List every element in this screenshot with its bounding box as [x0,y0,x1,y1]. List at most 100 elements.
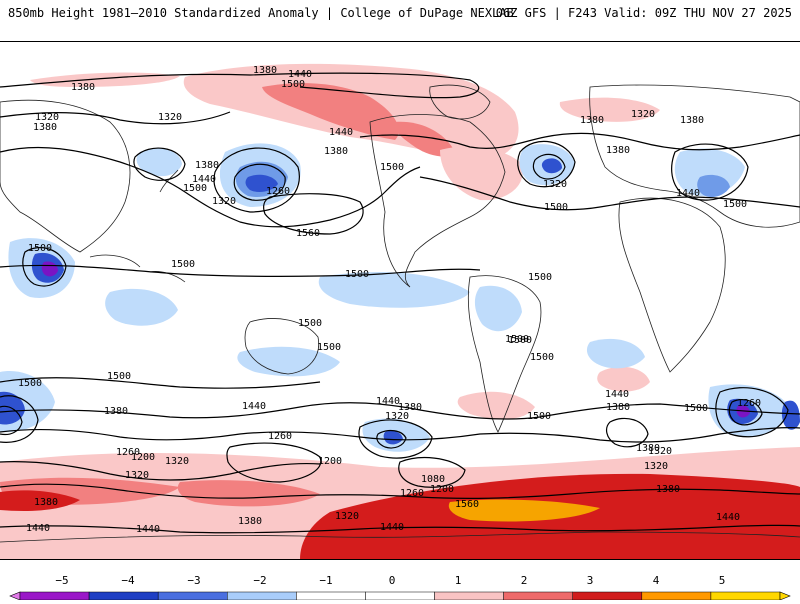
contour-south-1320 [0,483,800,500]
eurasia-coast [589,84,800,228]
anomaly-neg-s-pacific [237,346,340,377]
contour-label: 1380 [606,145,630,156]
contour-south-ring-pacific-inner [376,429,407,449]
contour-south-ring-pacific [358,419,433,459]
contour-label: 1440 [242,401,266,412]
contour-label: 1380 [33,122,57,133]
contour-label: 1320 [125,470,149,481]
contour-label: 1320 [35,112,59,123]
contour-label: 1380 [398,402,422,413]
contour-label: 1200 [131,452,155,463]
colorbar-tick-label: 0 [389,574,396,587]
header: 850mb Height 1981–2010 Standardized Anom… [0,0,800,40]
contour-label: 1320 [631,109,655,120]
contour-label: 1260 [268,431,292,442]
contour-label: 1380 [104,406,128,417]
contour-label: 1380 [238,516,262,527]
map-title: 850mb Height 1981–2010 Standardized Anom… [8,6,514,20]
colorbar-tick-label: 4 [653,574,660,587]
anomaly-pos-atlantic [559,97,660,122]
colorbar-canvas: −5 −4 −3 −2 −1 0 1 2 3 4 5 [9,574,791,601]
contour-label: 1500 [527,411,551,422]
contour-s-ring-east-inner [728,399,763,426]
colorbar-tick-label: 1 [455,574,462,587]
anomaly-pos-west-strong [0,490,80,511]
contour-label: 1440 [676,188,700,199]
contour-label: 1320 [165,456,189,467]
colorbar-swatch [88,591,159,601]
contour-label: 1260 [116,447,140,458]
contour-label: 1380 [34,497,58,508]
anomaly-pos-central-strip [177,480,320,507]
anomaly-neg-n-atlantic-core [541,158,562,174]
colorbar-swatch [19,591,90,601]
contour-s-ring-west [0,395,39,443]
colorbar-swatch [157,591,228,601]
contour-label: 1440 [136,524,160,535]
contour-label: 1500 [28,243,52,254]
contour-label: 1500 [317,342,341,353]
contour-north-mid-1500 [419,176,800,211]
map-canvas: 1380 144015001380132013801320138015001440… [0,63,800,559]
contour-south-1440 [0,402,800,420]
contour-label: 1380 [324,146,348,157]
contour-label-group: 1380 144015001380132013801320138015001440… [18,65,761,535]
contour-label: 1500 [723,199,747,210]
contour-label: 1500 [508,335,532,346]
contour-label: 1440 [192,174,216,185]
contour-label: 1380 [636,443,660,454]
contour-label: 1080 [421,474,445,485]
colorbar-tick-label: −5 [55,574,68,587]
contour-s-ring-africa [605,417,649,448]
australia-coast [244,318,320,375]
anomaly-neg-aleutian-core [245,174,278,192]
antarctica-coast [0,531,800,543]
colorbar-swatch [365,591,435,601]
map-panel: 1380 1440 1500 1380 1320 1380 1320 1380 1500 1440… [0,41,800,560]
contour-label: 1440 [288,69,312,80]
anomaly-pos-arctic-strip [30,72,180,87]
colorbar-swatch [710,591,781,601]
anomaly-neg-s-atlantic-blob [586,338,645,369]
colorbar-left-arrow [9,591,21,601]
colorbar-tick-label: −2 [253,574,266,587]
contour-label: 1200 [318,456,342,467]
south-america-coast [467,275,542,433]
contour-label: 1500 [281,79,305,90]
contour-label: 1380 [253,65,277,76]
contour-label: 1380 [580,115,604,126]
anomaly-neg-europe-core [697,174,730,198]
colorbar-swatch [434,591,504,601]
contour-nw-pacific-ring [133,147,186,181]
contour-label: 1380 [195,160,219,171]
contour-label: 1500 [183,183,207,194]
model-run-info: 06Z GFS | F243 Valid: 09Z THU NOV 27 202… [495,6,792,20]
contour-label: 1560 [455,499,479,510]
asia-west-coast [0,99,131,253]
colorbar-tick-label: 5 [719,574,726,587]
contour-label: 1260 [266,186,290,197]
colorbar-tick-label: −4 [121,574,135,587]
contour-europe-ring [671,143,749,201]
contour-south-1500 [0,377,321,389]
colorbar-ticks: −5 −4 −3 −2 −1 0 1 2 3 4 5 [55,574,725,587]
anomaly-pos-canada [394,121,455,157]
contour-label: 1440 [26,523,50,534]
contour-south-1380 [0,427,800,443]
contour-label: 1500 [171,259,195,270]
contour-arctic-1380 [0,72,480,99]
contour-south-1080 [398,457,466,488]
contour-natl-inner [532,153,566,180]
contour-north-mid-1380 [359,132,800,151]
contour-label: 1500 [505,334,529,345]
contour-north-1320 [0,111,231,125]
contour-label: 1500 [380,162,404,173]
north-america-coast [369,114,506,288]
contour-subtropics-1560 [263,193,364,235]
contour-label: 1440 [329,127,353,138]
contour-s-ring-east [715,387,789,438]
contour-label: 1260 [400,488,424,499]
contour-label: 1320 [648,446,672,457]
contour-label: 1380 [606,402,630,413]
contour-south-1200 [226,442,322,483]
